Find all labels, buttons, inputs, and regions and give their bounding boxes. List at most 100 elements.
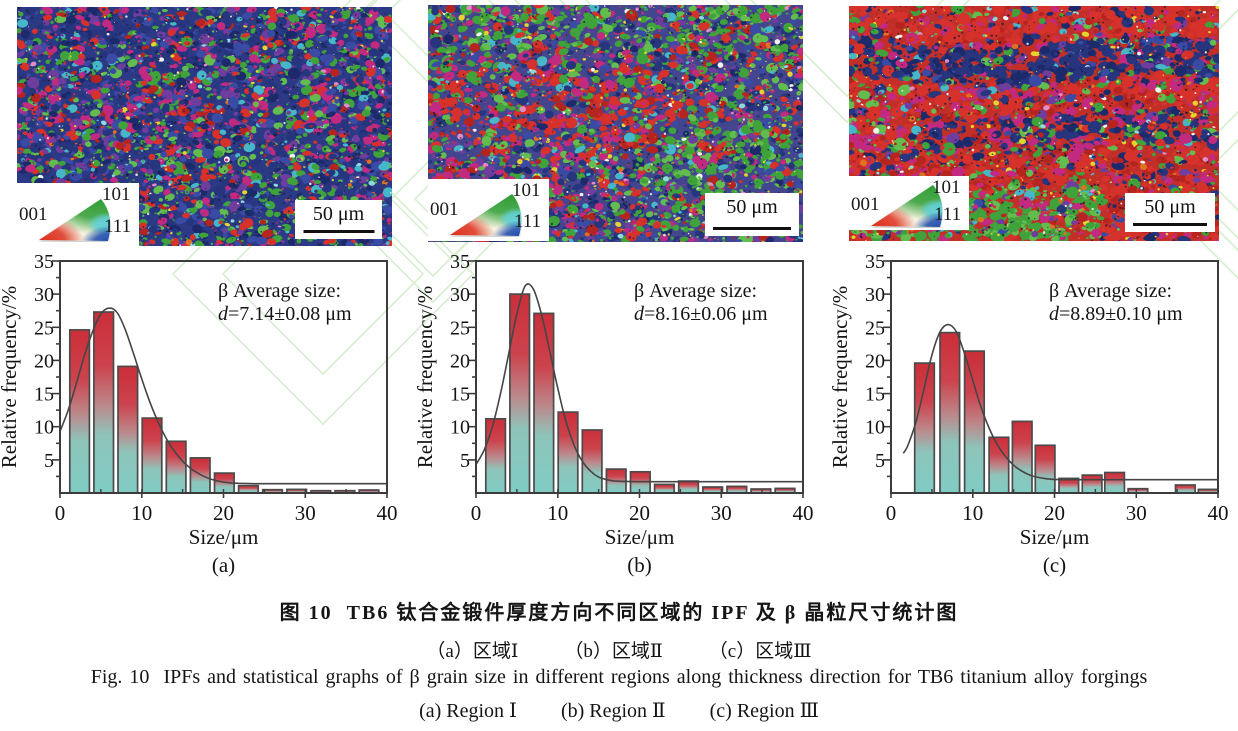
caption-zh-text: TB6 钛合金锻件厚度方向不同区域的 IPF 及 β 晶粒尺寸统计图 [346,602,959,624]
x-tick-label: 0 [471,501,482,525]
bar [117,365,139,494]
caption-en-sub-c: (c) Region Ⅲ [709,700,819,722]
panel-label: (b) [627,553,652,577]
y-tick-label: 5 [875,450,885,472]
x-axis-title: Size/μm [1020,525,1090,549]
fit-curve [902,323,1218,481]
x-tick-label: 0 [886,501,897,525]
y-axis-title: Relative frequency/% [0,286,21,469]
x-tick-label: 40 [1208,501,1229,525]
ipf-legend-111-label: 111 [104,216,132,237]
bar [484,417,507,494]
annotation-line1: β Average size: [1049,280,1172,302]
caption-en-sub-a: (a) Region Ⅰ [419,700,517,722]
x-tick-label: 30 [711,501,732,525]
caption-zh-sub-b: （b）区域Ⅱ [564,641,663,662]
y-tick-label: 5 [460,450,470,472]
panel-label: (a) [212,553,235,577]
caption-zh-sub: （a）区域Ⅰ （b）区域Ⅱ （c）区域Ⅲ [0,636,1238,663]
x-tick-label: 20 [1044,501,1065,525]
scale-bar-c: 50 μm [1125,193,1215,232]
y-tick-label: 30 [450,284,470,306]
scale-bar-label: 50 μm [312,203,365,225]
x-tick-label: 10 [547,501,568,525]
bar [68,329,91,494]
caption-en-text: IPFs and statistical graphs of β grain s… [163,666,1148,688]
fit-curve [59,307,387,485]
y-axis-title: Relative frequency/% [828,286,852,469]
histogram-a: 5 10 15 20 25 30 35 0 10 20 30 40 Relative frequency… [0,251,398,577]
x-tick-label: 20 [629,501,650,525]
scale-bar-line [303,230,374,233]
y-tick-label: 20 [450,350,470,372]
ipf-legend-101-label: 101 [932,176,961,198]
y-tick-label: 10 [34,417,54,439]
bar [1034,444,1056,494]
scale-bar-line [713,227,791,230]
x-tick-label: 40 [377,501,398,525]
caption-zh-number: 图 10 [279,602,333,624]
x-tick-label: 10 [962,501,983,525]
bar [189,457,211,494]
caption-en: Fig. 10 IPFs and statistical graphs of β… [0,666,1238,689]
y-tick-label: 25 [34,317,54,339]
x-tick-label: 40 [793,501,814,525]
x-axis-title: Size/μm [189,525,259,549]
bar [533,312,555,494]
y-tick-label: 20 [865,350,885,372]
x-tick-label: 20 [213,501,234,525]
watermark-diamond [749,0,945,98]
bar [963,350,986,494]
bar [1174,484,1196,494]
caption-en-sub-b: (b) Region Ⅱ [560,700,666,722]
x-tick-label: 10 [131,501,152,525]
ipf-legend-111-label: 111 [934,204,962,225]
x-axis-title: Size/μm [605,525,675,549]
ipf-legend-001-label: 001 [851,193,880,215]
bar [939,331,961,494]
bar [1103,471,1126,494]
ipf-legend-101-label: 101 [102,184,131,205]
scale-bar-label: 50 μm [1144,196,1196,218]
bar [1011,420,1033,494]
y-tick-label: 30 [865,284,885,306]
bar [653,483,676,494]
panel-label: (c) [1043,553,1066,577]
bar [237,484,260,494]
annotation-line2: d=7.14±0.08 μm [218,303,352,325]
annotation-line1: β Average size: [218,280,341,302]
bar [1081,474,1103,494]
ipf-legend-001-label: 001 [430,199,459,221]
x-tick-label: 0 [55,501,66,525]
bar [141,417,163,494]
y-tick-label: 35 [34,251,54,273]
bar [988,436,1010,494]
caption-zh-sub-c: （c）区域Ⅲ [708,641,812,662]
scale-bar-label: 50 μm [726,196,778,218]
annotation-line2: d=8.16±0.06 μm [634,303,768,325]
bar [913,362,936,494]
ipf-color-key-c: 001 101 111 [849,176,969,230]
y-tick-label: 35 [450,251,470,273]
caption-zh: 图 10 TB6 钛合金锻件厚度方向不同区域的 IPF 及 β 晶粒尺寸统计图 [0,596,1238,625]
x-tick-label: 30 [1126,501,1147,525]
histogram-c: 5 10 15 20 25 30 35 0 10 20 30 40 Relative frequency… [828,251,1229,577]
y-tick-label: 15 [865,384,885,406]
y-tick-label: 25 [865,317,885,339]
y-tick-label: 15 [34,384,54,406]
y-axis-title: Relative frequency/% [413,286,437,469]
ipf-color-key-b: 001 101 111 [428,179,549,241]
bar [581,429,603,494]
bar [557,411,579,494]
histogram-b: 5 10 15 20 25 30 35 0 10 20 30 40 Relative frequency… [413,251,814,577]
ipf-color-triangle [39,199,111,242]
ipf-legend-111-label: 111 [514,211,542,232]
bar [1058,477,1080,494]
ipf-color-triangle [450,193,522,236]
scale-bar-line [1133,223,1207,226]
annotation-line2: d=8.89±0.10 μm [1049,303,1183,325]
bar [93,311,115,494]
y-tick-label: 30 [34,284,54,306]
watermark-diamond [723,0,971,124]
